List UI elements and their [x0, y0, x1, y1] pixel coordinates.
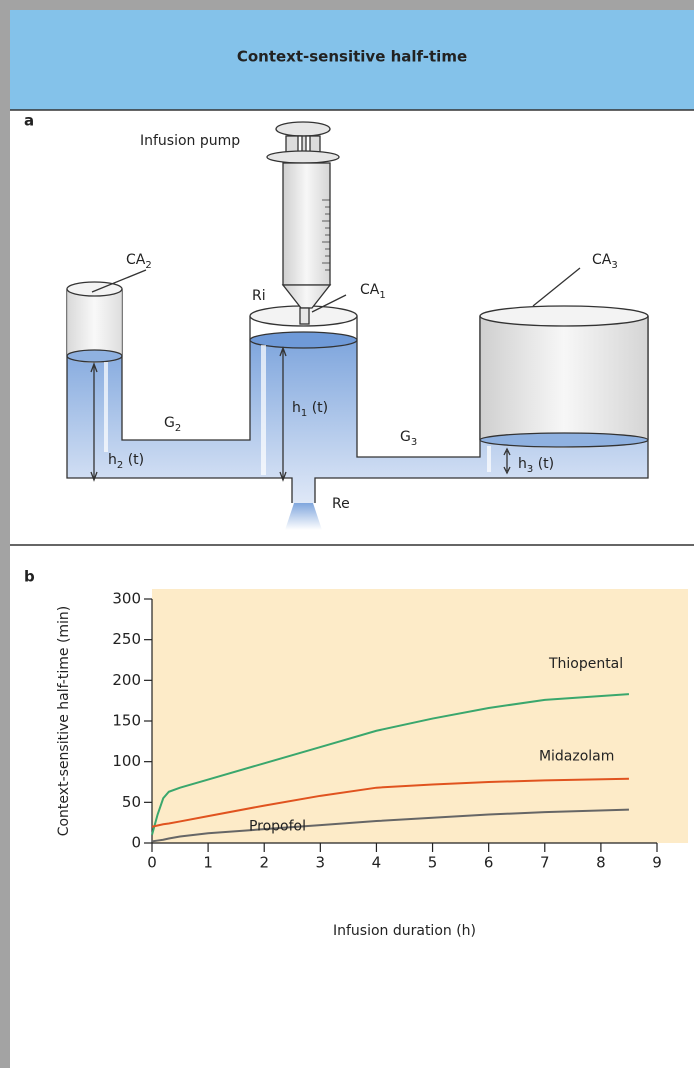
- y-tick-label: 200: [112, 671, 141, 689]
- tank-diagram: [66, 121, 649, 530]
- y-tick-label: 300: [112, 590, 141, 608]
- pump-label: Infusion pump: [140, 133, 240, 149]
- ri-label: Ri: [252, 288, 266, 304]
- label-text: CA: [592, 252, 612, 268]
- x-tick-label: 1: [203, 854, 213, 872]
- series-line: [151, 777, 629, 828]
- x-axis-label: Infusion duration (h): [333, 923, 476, 939]
- label-after: (t): [123, 452, 144, 468]
- h1-label: h1 (t): [292, 400, 328, 419]
- label-text: h: [292, 400, 301, 416]
- x-tick-label: 3: [316, 854, 326, 872]
- series-line: [151, 693, 630, 836]
- h3-label: h3 (t): [518, 456, 554, 475]
- h2-label: h2 (t): [108, 452, 144, 471]
- label-text: h: [108, 452, 117, 468]
- x-tick-label: 5: [428, 854, 438, 872]
- series-line: [151, 808, 629, 843]
- label-sub: 1: [379, 290, 385, 301]
- label-after: (t): [533, 456, 554, 472]
- x-tick-label: 8: [596, 854, 606, 872]
- x-tick-label: 6: [484, 854, 494, 872]
- label-sub: 2: [145, 260, 151, 271]
- series-label: Propofol: [249, 819, 306, 835]
- y-tick-label: 150: [112, 712, 141, 730]
- series-label: Thiopental: [548, 656, 623, 672]
- y-tick-label: 0: [131, 834, 141, 852]
- y-tick-label: 100: [112, 752, 141, 770]
- ca1-label: CA1: [360, 282, 386, 301]
- x-tick-label: 9: [652, 854, 662, 872]
- label-text: h: [518, 456, 527, 472]
- series-label: Midazolam: [539, 749, 614, 765]
- page: [10, 10, 694, 1068]
- panel-letter: b: [24, 568, 35, 586]
- plot-background: [152, 589, 688, 843]
- g2-label: G2: [164, 415, 181, 434]
- label-sub: 2: [117, 460, 123, 471]
- label-sub: 3: [611, 260, 617, 271]
- chart: 0 50 100 150 200 250 300 0 1 2 3 4 5 6 7 8 9 Infusion dur…: [56, 589, 688, 939]
- label-sub: 1: [301, 408, 307, 419]
- g3-label: G3: [400, 429, 417, 448]
- header-title: Context-sensitive half-time: [237, 48, 467, 66]
- panel-letter: a: [24, 112, 34, 130]
- label-sub: 2: [175, 423, 181, 434]
- ca3-label: CA3: [592, 252, 618, 271]
- label-sub: 3: [527, 464, 533, 475]
- y-axis-label: Context-sensitive half-time (min): [56, 606, 72, 837]
- y-tick-label: 50: [122, 793, 141, 811]
- y-tick-label: 250: [112, 630, 141, 648]
- label-sub: 3: [411, 437, 417, 448]
- x-tick-label: 7: [540, 854, 550, 872]
- header-band: [10, 10, 694, 110]
- label-text: CA: [126, 252, 146, 268]
- label-text: CA: [360, 282, 380, 298]
- x-tick-label: 4: [372, 854, 382, 872]
- ca2-label: CA2: [126, 252, 152, 271]
- label-text: G: [400, 429, 411, 445]
- x-tick-label: 0: [147, 854, 157, 872]
- re-label: Re: [332, 496, 350, 512]
- label-text: G: [164, 415, 175, 431]
- x-tick-label: 2: [259, 854, 269, 872]
- label-after: (t): [307, 400, 328, 416]
